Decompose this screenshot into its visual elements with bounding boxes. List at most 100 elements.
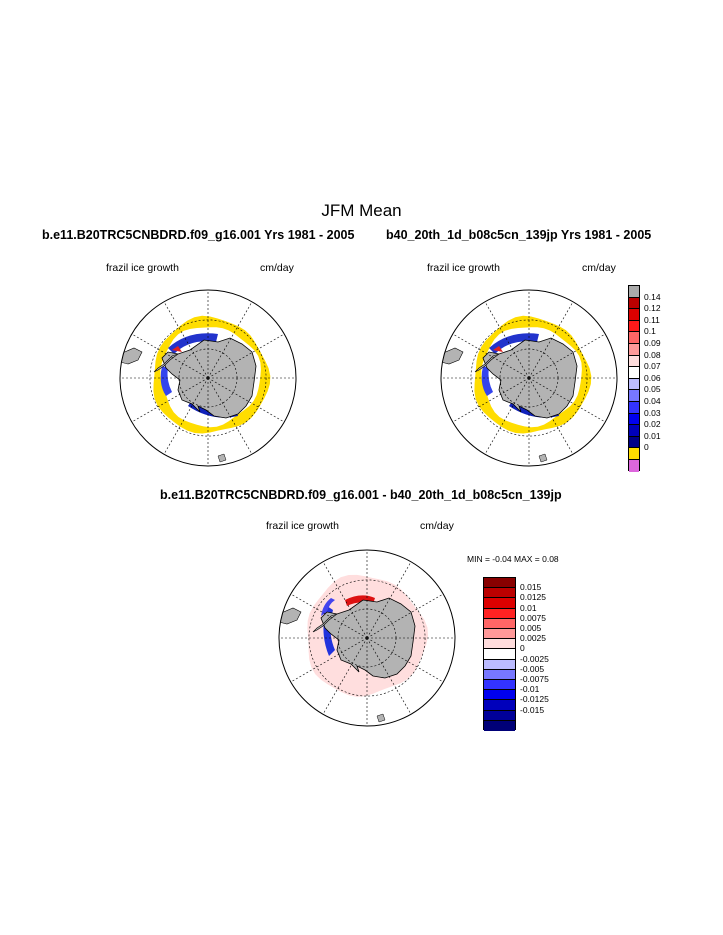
meridian-line — [207, 333, 285, 379]
colorbar-swatch — [484, 690, 515, 701]
meridian-line — [131, 333, 209, 379]
colorbar-label: 0.11 — [644, 314, 660, 325]
map-boundary — [440, 289, 618, 467]
meridian-line — [366, 561, 412, 639]
left-variable-label: frazil ice growth — [106, 262, 179, 274]
colorbar-label: 0.0125 — [520, 592, 546, 603]
right-variable-label: frazil ice growth — [427, 262, 500, 274]
min-max-label: MIN = -0.04 MAX = 0.08 — [467, 554, 559, 564]
colorbar-swatch — [484, 680, 515, 691]
colorbar-swatch — [484, 618, 515, 629]
meridian-line — [452, 377, 530, 423]
colorbar-swatch — [629, 297, 639, 310]
colorbar-label: 0.12 — [644, 303, 661, 314]
frazil-bellingshausen — [160, 366, 172, 396]
colorbar-label: 0.015 — [520, 582, 542, 593]
right-units-label: cm/day — [582, 262, 616, 274]
colorbar-label: -0.0075 — [520, 674, 549, 684]
colorbar-swatch — [629, 402, 639, 414]
colorbar-swatch — [629, 390, 639, 402]
colorbar-label: 0.01 — [520, 602, 537, 613]
frazil-weddell-sea — [168, 333, 218, 354]
colorbar-label: 0 — [644, 442, 649, 453]
meridian-line — [528, 301, 574, 379]
south-america-tip — [441, 347, 464, 365]
colorbar-swatch — [484, 700, 515, 711]
colorbar-label: 0.07 — [644, 361, 661, 372]
left-units-label: cm/day — [260, 262, 294, 274]
colorbar-swatch — [484, 588, 515, 599]
antarctic-peninsula — [474, 353, 500, 373]
latitude-circle — [149, 319, 267, 437]
colorbar-swatch — [484, 720, 515, 731]
meridian-line — [452, 333, 530, 379]
latitude-circle — [178, 348, 238, 408]
new-zealand-fragment — [538, 453, 548, 463]
meridian-line — [163, 301, 209, 379]
meridian-line — [528, 377, 574, 455]
positive-anomaly-weddell — [345, 595, 375, 606]
colorbar-label: 0.09 — [644, 338, 661, 348]
colorbar-swatch — [629, 344, 639, 356]
colorbar-label: 0.02 — [644, 419, 661, 430]
colorbar-swatch — [484, 649, 515, 660]
antarctic-peninsula — [312, 613, 338, 633]
colorbar-label: -0.005 — [520, 663, 545, 674]
new-zealand-fragment — [217, 453, 227, 463]
meridian-line — [163, 377, 209, 455]
colorbar-label: 0.005 — [520, 623, 542, 633]
latitude-circle — [337, 608, 397, 668]
colorbar-swatch — [629, 332, 639, 344]
colorbar-swatch — [629, 320, 639, 333]
frazil-weddell-sea — [489, 333, 539, 354]
colorbar-label: -0.01 — [520, 684, 540, 695]
meridian-line — [528, 377, 606, 423]
map-boundary — [278, 549, 456, 727]
meridian-line — [207, 377, 253, 455]
colorbar-label: 0.0025 — [520, 633, 546, 644]
meridian-line — [131, 377, 209, 423]
colorbar-label: 0.06 — [644, 372, 661, 383]
colorbar-swatch — [484, 659, 515, 670]
diff-variable-label: frazil ice growth — [266, 520, 339, 532]
colorbar-diff: 0.015 0.0125 0.01 0.0075 0.005 0.0025 0 -0.0025… — [483, 577, 553, 737]
colorbar-swatch — [484, 608, 515, 619]
colorbar-label: 0.04 — [644, 396, 661, 406]
south-america-tip — [120, 347, 143, 365]
colorbar-swatch — [629, 413, 639, 426]
meridian-line — [207, 301, 253, 379]
colorbar-swatch — [484, 598, 515, 609]
colorbar-swatch — [629, 460, 639, 472]
colorbar-label: 0.0075 — [520, 612, 546, 623]
colorbar-swatch — [484, 578, 515, 589]
meridian-line — [290, 593, 368, 639]
antarctic-peninsula — [153, 353, 179, 373]
colorbar-label: 0.08 — [644, 349, 661, 360]
frazil-bellingshausen — [481, 366, 493, 396]
colorbar-label: 0.05 — [644, 384, 661, 395]
colorbar-label: 0.03 — [644, 407, 661, 418]
colorbar-label: 0 — [520, 643, 525, 654]
meridian-line — [484, 377, 530, 455]
right-case-title: b40_20th_1d_b08c5cn_139jp Yrs 1981 - 200… — [386, 228, 652, 242]
colorbar-label: -0.0025 — [520, 653, 549, 664]
map-boundary — [119, 289, 297, 467]
map-diff — [278, 549, 456, 727]
meridian-line — [528, 333, 606, 379]
colorbar-swatch — [484, 669, 515, 680]
new-zealand-fragment — [376, 713, 386, 723]
colorbar-swatch — [629, 355, 639, 368]
latitude-circle — [470, 319, 588, 437]
colorbar-label: 0.14 — [644, 291, 661, 302]
meridian-line — [322, 637, 368, 715]
colorbar-swatch — [629, 425, 639, 437]
frazil-high-patch — [172, 346, 182, 352]
colorbar-label: -0.0125 — [520, 694, 549, 705]
meridian-line — [322, 561, 368, 639]
figure-title: JFM Mean — [321, 201, 402, 220]
frazil-high-patch — [493, 346, 503, 352]
meridian-line — [484, 301, 530, 379]
colorbar-label: -0.015 — [520, 704, 545, 715]
left-case-title: b.e11.B20TRC5CNBDRD.f09_g16.001 Yrs 1981… — [42, 228, 355, 242]
colorbar-swatch — [629, 436, 639, 449]
